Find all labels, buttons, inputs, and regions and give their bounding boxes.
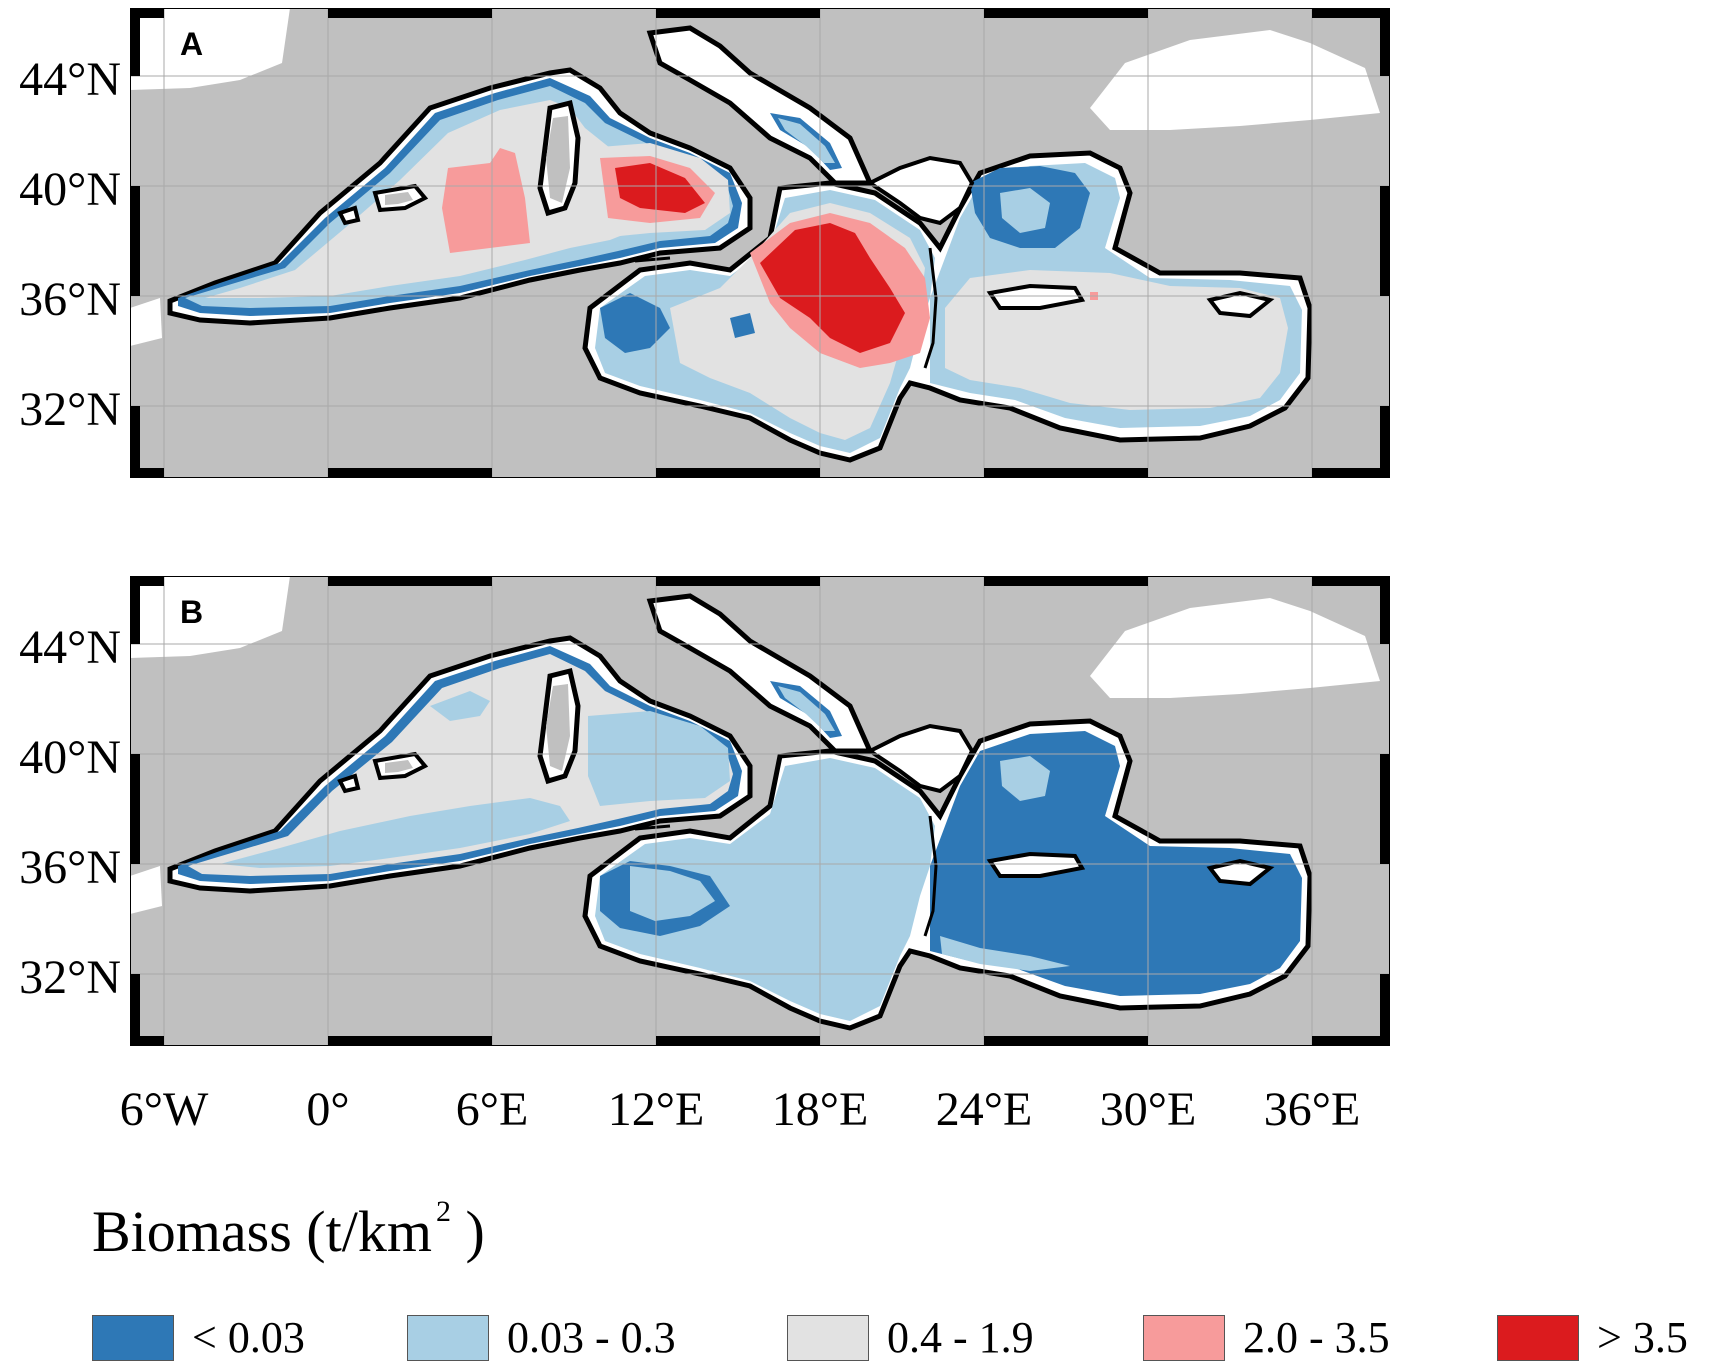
legend-swatch-4 <box>1143 1315 1225 1361</box>
legend-swatch-1 <box>92 1315 174 1361</box>
legend-label-4: 2.0 - 3.5 <box>1243 1313 1390 1362</box>
map-b-svg <box>130 576 1390 1046</box>
legend-title-text: Biomass (t/km <box>92 1199 432 1264</box>
map-panel-a: A <box>130 8 1390 483</box>
legend-title: Biomass (t/km 2 ) <box>92 1197 485 1261</box>
legend-title-superscript: 2 <box>435 1195 451 1228</box>
panel-letter-b: B <box>180 594 204 630</box>
lon-label-36e: 36°E <box>1263 1083 1361 1136</box>
panel-letter-a: A <box>180 26 204 62</box>
map-a-svg <box>130 8 1390 478</box>
legend-label-1: < 0.03 <box>192 1313 305 1362</box>
legend-item-4: 2.0 - 3.5 <box>1143 1314 1390 1362</box>
lat-label-a-44: 44°N <box>19 53 121 106</box>
map-panel-b: B <box>130 576 1390 1051</box>
lat-label-a-40: 40°N <box>19 163 121 216</box>
legend-label-2: 0.03 - 0.3 <box>507 1313 676 1362</box>
legend-label-5: > 3.5 <box>1597 1313 1688 1362</box>
legend-swatch-5 <box>1497 1315 1579 1361</box>
legend-title-close: ) <box>465 1199 485 1264</box>
lat-label-b-36: 36°N <box>19 841 121 894</box>
lon-label-0: 0° <box>306 1083 350 1136</box>
legend-swatch-3 <box>787 1315 869 1361</box>
lat-label-b-44: 44°N <box>19 621 121 674</box>
lat-label-a-32: 32°N <box>19 383 121 436</box>
legend-label-3: 0.4 - 1.9 <box>887 1313 1034 1362</box>
lon-label-18e: 18°E <box>771 1083 869 1136</box>
legend-item-5: > 3.5 <box>1497 1314 1688 1362</box>
lon-label-6e: 6°E <box>455 1083 529 1136</box>
lon-label-12e: 12°E <box>607 1083 705 1136</box>
legend-item-3: 0.4 - 1.9 <box>787 1314 1034 1362</box>
legend-item-2: 0.03 - 0.3 <box>407 1314 676 1362</box>
lat-label-b-32: 32°N <box>19 951 121 1004</box>
lon-label-24e: 24°E <box>935 1083 1033 1136</box>
legend-item-1: < 0.03 <box>92 1314 305 1362</box>
lon-label-6w: 6°W <box>119 1083 209 1136</box>
lat-label-a-36: 36°N <box>19 273 121 326</box>
lon-label-30e: 30°E <box>1099 1083 1197 1136</box>
legend-swatch-2 <box>407 1315 489 1361</box>
lat-label-b-40: 40°N <box>19 731 121 784</box>
